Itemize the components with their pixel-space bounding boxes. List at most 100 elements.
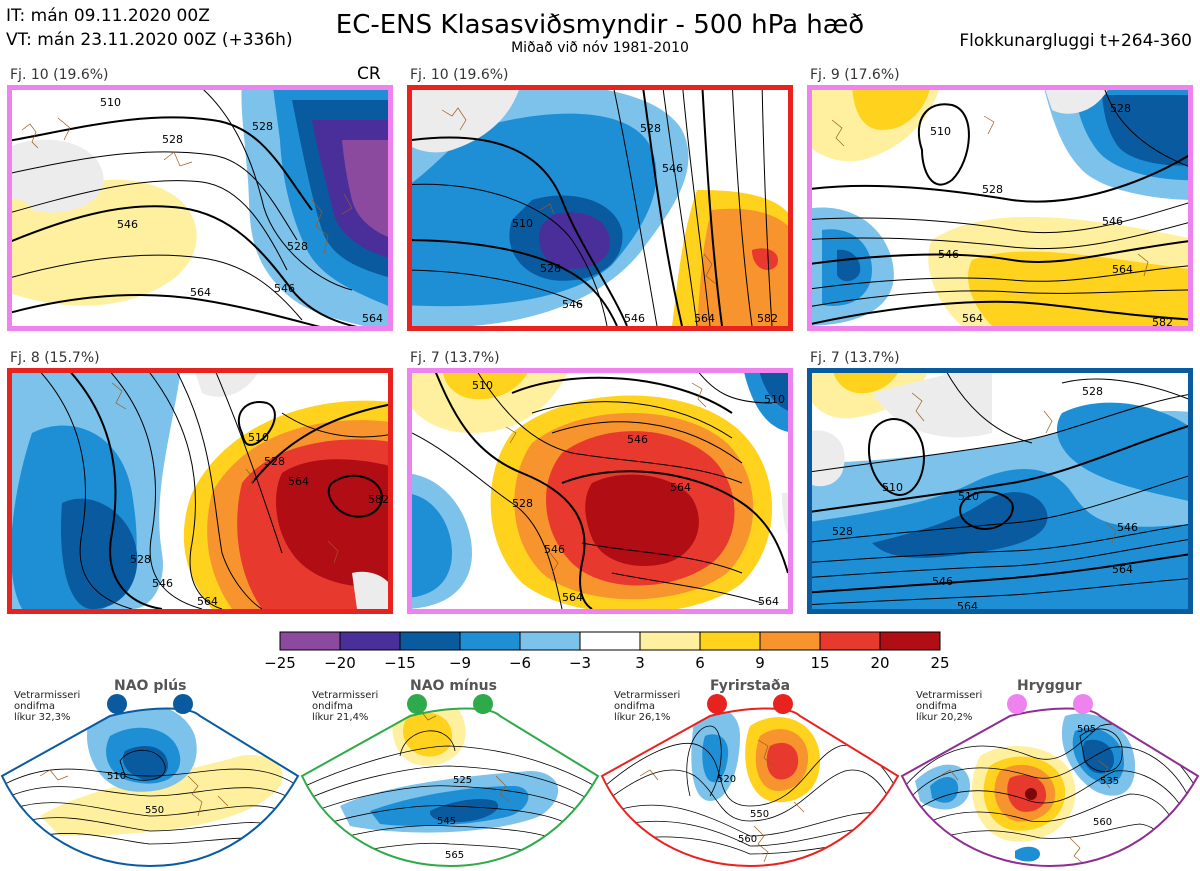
isoline-label: 528	[1110, 102, 1131, 115]
isoline-label: 510	[764, 393, 785, 406]
isoline-label: 546	[627, 433, 648, 446]
isoline-label: 528	[512, 497, 533, 510]
page-title: EC-ENS Klasasviðsmyndir - 500 hPa hæð	[335, 10, 865, 40]
colorbar-swatch	[279, 631, 341, 651]
isoline-label: 510	[930, 125, 951, 138]
isoline-label: 550	[145, 805, 164, 816]
valid-time: VT: mán 23.11.2020 00Z (+336h)	[6, 30, 293, 50]
initial-time: IT: mán 09.11.2020 00Z	[6, 6, 210, 26]
isoline-label: 528	[640, 122, 661, 135]
isoline-label: 528	[162, 133, 183, 146]
regime-dot	[473, 694, 493, 714]
isoline-label: 535	[1100, 776, 1119, 787]
isoline-label: 510	[107, 771, 126, 782]
isoline-label: 546	[152, 577, 173, 590]
isoline-label: 564	[562, 591, 583, 604]
regime-dot	[773, 694, 793, 714]
regime-name: NAO plús	[114, 678, 187, 694]
colorbar-swatch	[459, 631, 521, 651]
isoline-label: 564	[694, 312, 715, 325]
colorbar-tick-label: 6	[695, 654, 705, 672]
isoline-label: 546	[662, 162, 683, 175]
panel-2-label: Fj. 10 (19.6%)	[410, 67, 509, 83]
colorbar-tick-label: 3	[635, 654, 645, 672]
regime-note: Vetrarmisseri ondifma líkur 21,4%	[312, 690, 379, 723]
page-subtitle: Miðað við nóv 1981-2010	[511, 40, 689, 56]
cluster-map-1: 510 528 546 528 546 564 564 528	[7, 85, 393, 331]
regime-dot	[1073, 694, 1093, 714]
isoline-label: 505	[1077, 724, 1096, 735]
panel-1-label: Fj. 10 (19.6%)	[10, 67, 109, 83]
regime-note: Vetrarmisseri ondifma líkur 20,2%	[916, 690, 983, 723]
colorbar-swatch	[819, 631, 881, 651]
colorbar-tick-label: −25	[264, 654, 296, 672]
isoline-label: 528	[130, 553, 151, 566]
isoline-label: 560	[1093, 817, 1112, 828]
isoline-label: 528	[832, 525, 853, 538]
regime-dot	[407, 694, 427, 714]
isoline-label: 564	[758, 595, 779, 608]
regime-hryggur: 505 535 560 Hryggur Vetrarmisseri ondifma…	[900, 676, 1200, 871]
panel-5-label: Fj. 7 (13.7%)	[410, 350, 500, 366]
isoline-label: 564	[670, 481, 691, 494]
isoline-label: 510	[958, 490, 979, 503]
regime-note: Vetrarmisseri ondifma líkur 32,3%	[14, 690, 81, 723]
isoline-label: 560	[738, 834, 757, 845]
cluster-map-6: 528 510 510 546 528 546 564 564	[807, 368, 1193, 614]
isoline-label: 582	[1152, 316, 1173, 326]
cluster-map-4: 510 528 564 582 528 546 564	[7, 368, 393, 614]
colorbar-swatch	[339, 631, 401, 651]
isoline-label: 546	[274, 282, 295, 295]
isoline-label: 546	[932, 575, 953, 588]
colorbar-swatch	[699, 631, 761, 651]
isoline-label: 564	[288, 475, 309, 488]
isoline-label: 510	[248, 431, 269, 444]
regime-nao-minus: 525 545 565 NAO mínus Vetrarmisseri ondif…	[300, 676, 600, 871]
regime-fyrirstada: 520 550 560 Fyrirstaða Vetrarmisseri ondi…	[600, 676, 900, 871]
colorbar-swatch	[759, 631, 821, 651]
isoline-label: 546	[938, 248, 959, 261]
regime-note: Vetrarmisseri ondifma líkur 26,1%	[614, 690, 681, 723]
isoline-label: 564	[962, 312, 983, 325]
colorbar-tick-label: −20	[324, 654, 356, 672]
colorbar-swatch	[879, 631, 941, 651]
cluster-map-2: 510 528 546 528 546 546 564 582	[407, 85, 793, 331]
isoline-label: 528	[982, 183, 1003, 196]
regime-dot	[107, 694, 127, 714]
isoline-label: 550	[750, 809, 769, 820]
isoline-label: 510	[472, 379, 493, 392]
regime-name: NAO mínus	[410, 678, 497, 694]
isoline-label: 546	[117, 218, 138, 231]
colorbar-swatch	[519, 631, 581, 651]
isoline-label: 528	[1082, 385, 1103, 398]
isoline-label: 582	[757, 312, 778, 325]
isoline-label: 546	[1102, 215, 1123, 228]
colorbar-swatch	[579, 631, 641, 651]
colorbar-swatch	[399, 631, 461, 651]
isoline-label: 564	[957, 600, 978, 609]
isoline-label: 528	[540, 262, 561, 275]
cluster-map-5: 510 528 546 564 546 564 564 510	[407, 368, 793, 614]
colorbar-tick-label: −15	[384, 654, 416, 672]
colorbar-tick-label: −6	[509, 654, 531, 672]
isoline-label: 582	[368, 493, 388, 506]
isoline-label: 564	[1112, 563, 1133, 576]
isoline-label: 545	[437, 816, 456, 827]
regime-nao-plus: 510 550 NAO plús Vetrarmisseri ondifma lík…	[0, 676, 300, 871]
regime-dot	[707, 694, 727, 714]
isoline-label: 546	[1117, 521, 1138, 534]
regime-name: Hryggur	[1017, 678, 1082, 694]
isoline-label: 565	[445, 850, 464, 861]
isoline-label: 546	[544, 543, 565, 556]
isoline-label: 520	[717, 774, 736, 785]
isoline-label: 510	[882, 481, 903, 494]
isoline-label: 546	[624, 312, 645, 325]
cluster-map-3: 510 528 546 564 546 564 528 582	[807, 85, 1193, 331]
regime-dot	[1007, 694, 1027, 714]
isoline-label: 510	[100, 96, 121, 109]
colorbar-tick-label: 20	[870, 654, 889, 672]
isoline-label: 564	[197, 595, 218, 608]
isoline-label: 525	[453, 775, 472, 786]
isoline-label: 528	[252, 120, 273, 133]
isoline-label: 546	[562, 298, 583, 311]
